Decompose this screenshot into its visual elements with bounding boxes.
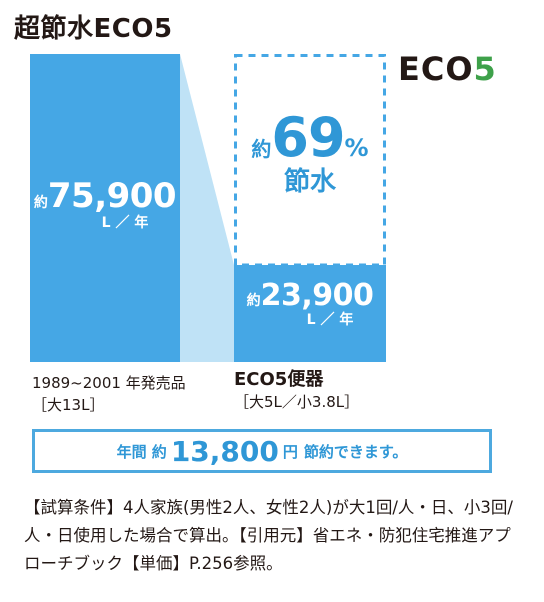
logo-text: ECO (398, 50, 474, 88)
old-model-name: 1989~2001 年発売品 (32, 374, 186, 392)
eco5-name: ECO5便器 (234, 369, 324, 390)
eco5-logo: ECO5 (398, 50, 497, 88)
connector-shape (180, 54, 234, 362)
logo-digit: 5 (473, 50, 497, 88)
new-unit: L ／ 年 (306, 312, 354, 328)
new-value: 23,900 (260, 278, 374, 313)
page-title: 超節水ECO5 (14, 14, 173, 44)
annual-value: 13,800 (170, 434, 279, 468)
annual-savings-box: 年間 約 13,800 円 節約できます。 (32, 429, 492, 473)
bar-eco5 (234, 265, 386, 362)
savings-percent-sign: % (344, 134, 369, 162)
savings-dashed-outline (234, 54, 386, 267)
annual-suffix: 節約できます。 (303, 442, 408, 461)
bar-old-model (30, 54, 180, 362)
savings-approx: 約 (251, 137, 272, 161)
old-value: 75,900 (47, 176, 177, 216)
eco5-spec: ［大5L／小3.8L］ (234, 393, 360, 411)
old-approx: 約 (33, 195, 48, 211)
savings-label: 節水 (283, 167, 336, 197)
new-bar-value: 約23,900 L ／ 年 (234, 278, 386, 329)
old-unit: L ／ 年 (101, 215, 149, 231)
annual-unit: 円 (282, 442, 298, 461)
annual-prefix: 年間 約 (116, 442, 167, 461)
new-approx: 約 (246, 293, 261, 309)
savings-percent-value: 69 (271, 106, 345, 169)
old-bar-value: 約75,900 L ／ 年 (30, 176, 180, 232)
test-conditions-note: 【試算条件】4人家族(男性2人、女性2人)が大1回/人・日、小3回/人・日使用し… (24, 498, 513, 573)
eco5-label: ECO5便器 ［大5L／小3.8L］ (234, 369, 359, 413)
old-model-spec: ［大13L］ (32, 396, 105, 414)
savings-callout: 約69% 節水 (236, 106, 384, 198)
old-model-label: 1989~2001 年発売品 ［大13L］ (32, 372, 186, 416)
